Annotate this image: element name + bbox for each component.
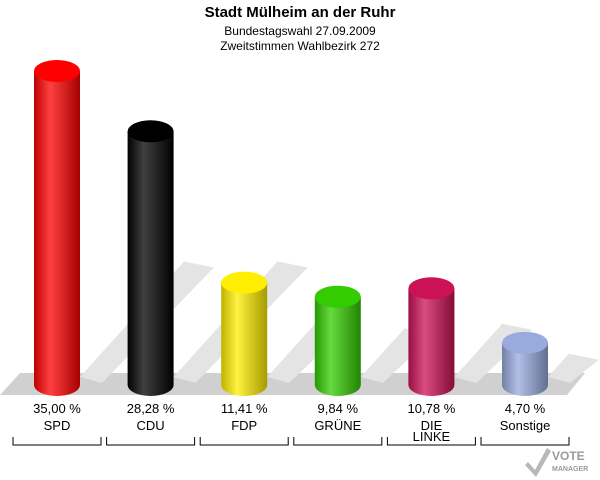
bar-top-0 bbox=[34, 60, 80, 82]
value-label-3: 9,84 % bbox=[318, 401, 359, 416]
bar-fdp bbox=[221, 282, 268, 396]
bar-cdu bbox=[127, 131, 174, 397]
value-label-5: 4,70 % bbox=[505, 401, 546, 416]
bar-top-3 bbox=[314, 285, 361, 308]
category-bracket-3 bbox=[293, 437, 383, 446]
category-label-2: FDP bbox=[231, 418, 257, 433]
category-bracket-4 bbox=[386, 437, 476, 446]
bar-shadow-5 bbox=[548, 353, 599, 383]
bar-die-linke bbox=[408, 288, 455, 396]
chart-title: Stadt Mülheim an der Ruhr bbox=[204, 4, 396, 21]
category-label-3: GRÜNE bbox=[314, 418, 361, 433]
value-label-4: 10,78 % bbox=[408, 401, 456, 416]
bar-top-4 bbox=[408, 277, 455, 300]
checkmark-icon bbox=[525, 448, 551, 477]
vote-manager-logo: VOTE MANAGER bbox=[522, 440, 600, 480]
category-bracket-5 bbox=[480, 437, 570, 446]
chart-subtitle-district: Zweitstimmen Wahlbezirk 272 bbox=[220, 39, 380, 53]
bar-top-5 bbox=[502, 331, 548, 354]
category-bracket-0 bbox=[12, 437, 102, 446]
bar-top-2 bbox=[221, 271, 268, 294]
category-label-4-1: LINKE bbox=[413, 429, 451, 444]
category-bracket-2 bbox=[199, 437, 289, 446]
chart-subtitle-election: Bundestagswahl 27.09.2009 bbox=[224, 24, 376, 38]
category-label-5: Sonstige bbox=[500, 418, 551, 433]
logo-word-manager: MANAGER bbox=[552, 466, 588, 473]
logo-word-vote: VOTE bbox=[552, 449, 585, 463]
value-label-0: 35,00 % bbox=[33, 401, 81, 416]
value-label-1: 28,28 % bbox=[127, 401, 175, 416]
value-label-2: 11,41 % bbox=[221, 401, 268, 416]
bar-top-1 bbox=[127, 120, 174, 143]
vote-manager-logo-graphic: VOTE MANAGER bbox=[525, 448, 588, 477]
category-label-4-0: DIE bbox=[421, 418, 443, 433]
category-label-1: CDU bbox=[137, 418, 165, 433]
bar-grüne bbox=[314, 296, 361, 396]
category-label-0: SPD bbox=[44, 418, 71, 433]
category-bracket-1 bbox=[106, 437, 196, 446]
bar-spd bbox=[34, 71, 80, 396]
bar-sonstige bbox=[502, 342, 548, 396]
